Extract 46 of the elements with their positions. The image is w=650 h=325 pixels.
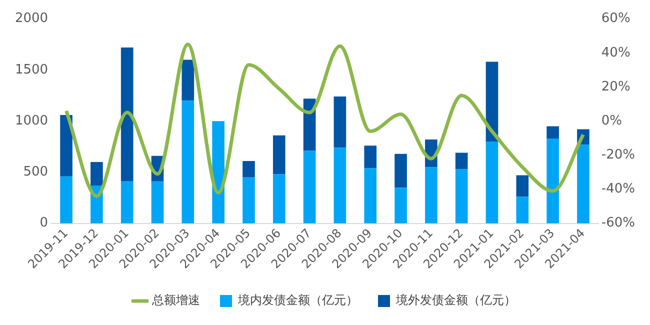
bar <box>182 100 194 224</box>
bar <box>242 160 255 178</box>
bar <box>334 148 346 224</box>
bar <box>334 96 346 148</box>
bar <box>486 142 498 224</box>
y-tick-label: 500 <box>23 164 48 180</box>
bar <box>546 138 559 224</box>
y-tick-label: 1000 <box>14 113 48 128</box>
legend-label: 境内发债金额（亿元） <box>237 293 358 308</box>
y2-tick-label: 60% <box>601 11 630 26</box>
bar <box>516 196 529 224</box>
line-series <box>64 42 585 198</box>
legend-label: 境外发债金额（亿元） <box>395 293 516 308</box>
legend-label: 总额增速 <box>151 293 200 308</box>
bar <box>486 62 498 142</box>
bar <box>394 188 407 224</box>
y-tick-label: 2000 <box>14 11 48 26</box>
y2-tick-label: -60% <box>601 216 636 231</box>
bar <box>455 169 468 224</box>
bar <box>90 162 103 186</box>
bar <box>546 126 559 138</box>
y2-tick-label: 0% <box>601 113 622 128</box>
bar <box>364 146 377 168</box>
bar <box>303 150 316 224</box>
y2-tick-label: 40% <box>601 45 630 60</box>
bar <box>212 121 224 224</box>
bar <box>120 47 134 182</box>
bar <box>394 154 407 188</box>
bar <box>364 168 377 224</box>
y2-tick-label: -20% <box>601 148 636 163</box>
bar <box>425 167 438 224</box>
bar <box>516 175 529 197</box>
y2-tick-label: 20% <box>601 79 630 94</box>
bar <box>272 174 286 224</box>
bar <box>60 114 72 176</box>
bar <box>60 176 72 224</box>
bar <box>120 181 134 224</box>
y2-tick-label: -40% <box>601 182 636 197</box>
bar <box>182 60 194 101</box>
y-tick-label: 1500 <box>14 62 48 78</box>
y-tick-label: 0 <box>40 216 48 231</box>
bar <box>242 177 255 224</box>
bar <box>272 135 286 174</box>
bar <box>455 152 468 170</box>
bar <box>151 181 164 224</box>
bar <box>577 144 590 224</box>
